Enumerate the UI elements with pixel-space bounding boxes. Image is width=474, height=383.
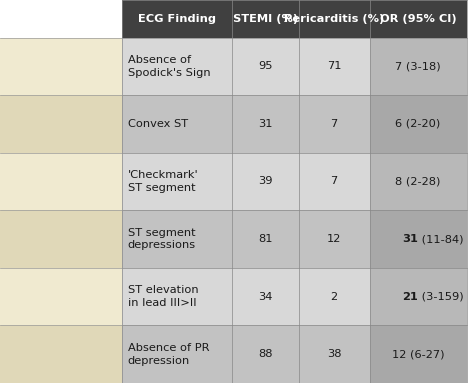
Text: (3-159): (3-159) bbox=[418, 291, 464, 302]
Text: ST segment
depressions: ST segment depressions bbox=[128, 228, 196, 250]
Bar bbox=[122, 153, 232, 210]
Bar bbox=[299, 95, 370, 153]
Bar bbox=[299, 326, 370, 383]
Bar bbox=[122, 268, 232, 326]
Bar bbox=[370, 210, 466, 268]
Bar bbox=[299, 38, 370, 95]
Bar bbox=[232, 153, 299, 210]
Bar bbox=[370, 326, 466, 383]
Text: ECG Finding: ECG Finding bbox=[138, 14, 216, 24]
Text: 34: 34 bbox=[258, 291, 273, 302]
Text: 2: 2 bbox=[330, 291, 337, 302]
Bar bbox=[0, 38, 122, 95]
Bar bbox=[370, 268, 466, 326]
Text: OR (95% CI): OR (95% CI) bbox=[380, 14, 456, 24]
Text: 95: 95 bbox=[258, 61, 273, 71]
Text: Convex ST: Convex ST bbox=[128, 119, 188, 129]
Text: 7: 7 bbox=[330, 119, 337, 129]
Bar bbox=[122, 38, 232, 95]
Text: 21: 21 bbox=[402, 291, 418, 302]
Bar bbox=[232, 268, 299, 326]
Bar bbox=[122, 0, 232, 38]
Bar bbox=[232, 326, 299, 383]
Bar bbox=[0, 210, 122, 268]
Bar bbox=[370, 95, 466, 153]
Text: 7: 7 bbox=[330, 177, 337, 187]
Text: 81: 81 bbox=[258, 234, 273, 244]
Bar bbox=[299, 0, 370, 38]
Text: 31: 31 bbox=[402, 234, 418, 244]
Text: 31: 31 bbox=[258, 119, 273, 129]
Text: 38: 38 bbox=[327, 349, 341, 359]
Text: (11-84): (11-84) bbox=[418, 234, 464, 244]
Text: 6 (2-20): 6 (2-20) bbox=[395, 119, 441, 129]
Bar bbox=[370, 0, 466, 38]
Bar bbox=[232, 95, 299, 153]
Text: 39: 39 bbox=[258, 177, 273, 187]
Text: 7 (3-18): 7 (3-18) bbox=[395, 61, 441, 71]
Text: 'Checkmark'
ST segment: 'Checkmark' ST segment bbox=[128, 170, 199, 193]
Bar bbox=[299, 153, 370, 210]
Bar bbox=[122, 210, 232, 268]
Text: 12: 12 bbox=[327, 234, 341, 244]
Bar bbox=[122, 95, 232, 153]
Bar bbox=[370, 153, 466, 210]
Bar bbox=[0, 326, 122, 383]
Text: Absence of PR
depression: Absence of PR depression bbox=[128, 343, 210, 366]
Bar bbox=[370, 38, 466, 95]
Bar bbox=[232, 0, 299, 38]
Text: 8 (2-28): 8 (2-28) bbox=[395, 177, 441, 187]
Bar bbox=[299, 268, 370, 326]
Text: STEMI (%): STEMI (%) bbox=[233, 14, 298, 24]
Text: Absence of
Spodick's Sign: Absence of Spodick's Sign bbox=[128, 55, 210, 78]
Bar bbox=[0, 95, 122, 153]
Text: 71: 71 bbox=[327, 61, 341, 71]
Text: 12 (6-27): 12 (6-27) bbox=[392, 349, 444, 359]
Text: 88: 88 bbox=[258, 349, 273, 359]
Bar bbox=[232, 210, 299, 268]
Bar bbox=[232, 38, 299, 95]
Bar bbox=[299, 210, 370, 268]
Text: ST elevation
in lead III>II: ST elevation in lead III>II bbox=[128, 285, 199, 308]
Bar bbox=[122, 326, 232, 383]
Bar bbox=[0, 153, 122, 210]
Bar bbox=[0, 268, 122, 326]
Text: Pericarditis (%): Pericarditis (%) bbox=[284, 14, 384, 24]
